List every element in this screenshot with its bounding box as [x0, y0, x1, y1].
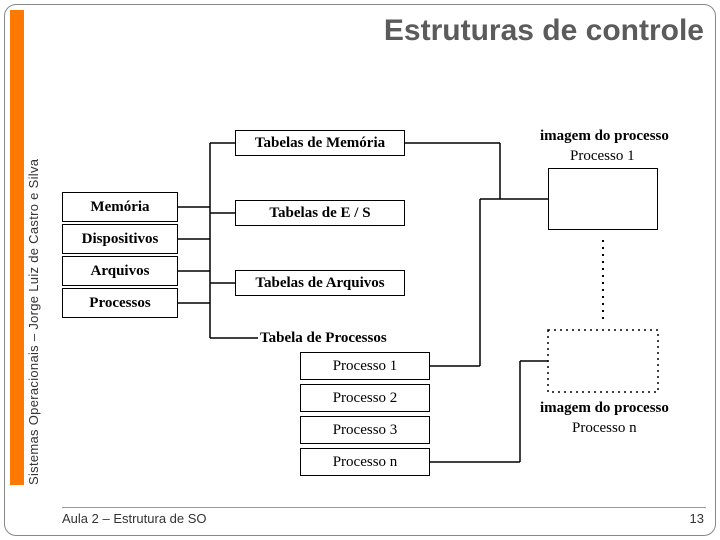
page-title: Estruturas de controle — [384, 14, 704, 48]
heading-tabela-processos: Tabela de Processos — [260, 330, 387, 347]
box-imagem-processo-n — [548, 330, 658, 392]
page-number: 13 — [690, 511, 704, 526]
label-processo-1: Processo 1 — [570, 148, 635, 165]
box-tabelas-memoria: Tabelas de Memória — [235, 130, 405, 156]
menu-item-processos: Processos — [62, 288, 178, 318]
footer-left: Aula 2 – Estrutura de SO — [62, 511, 207, 526]
label-imagem-processo-bot: imagem do processo — [540, 400, 669, 417]
label-imagem-processo-top: imagem do processo — [540, 128, 669, 145]
proc-row-1: Processo 2 — [300, 384, 430, 412]
menu-item-dispositivos: Dispositivos — [62, 224, 178, 254]
footer-divider — [62, 507, 706, 508]
proc-row-0: Processo 1 — [300, 352, 430, 380]
box-imagem-processo-1 — [548, 168, 658, 230]
accent-bar — [10, 10, 24, 485]
menu-item-memória: Memória — [62, 192, 178, 222]
sidebar-text: Sistemas Operacionais – Jorge Luiz de Ca… — [26, 159, 41, 485]
proc-row-3: Processo n — [300, 448, 430, 476]
proc-row-2: Processo 3 — [300, 416, 430, 444]
box-tabelas-es: Tabelas de E / S — [235, 200, 405, 226]
box-tabelas-arquivos: Tabelas de Arquivos — [235, 270, 405, 296]
label-processo-n: Processo n — [572, 420, 637, 437]
menu-item-arquivos: Arquivos — [62, 256, 178, 286]
